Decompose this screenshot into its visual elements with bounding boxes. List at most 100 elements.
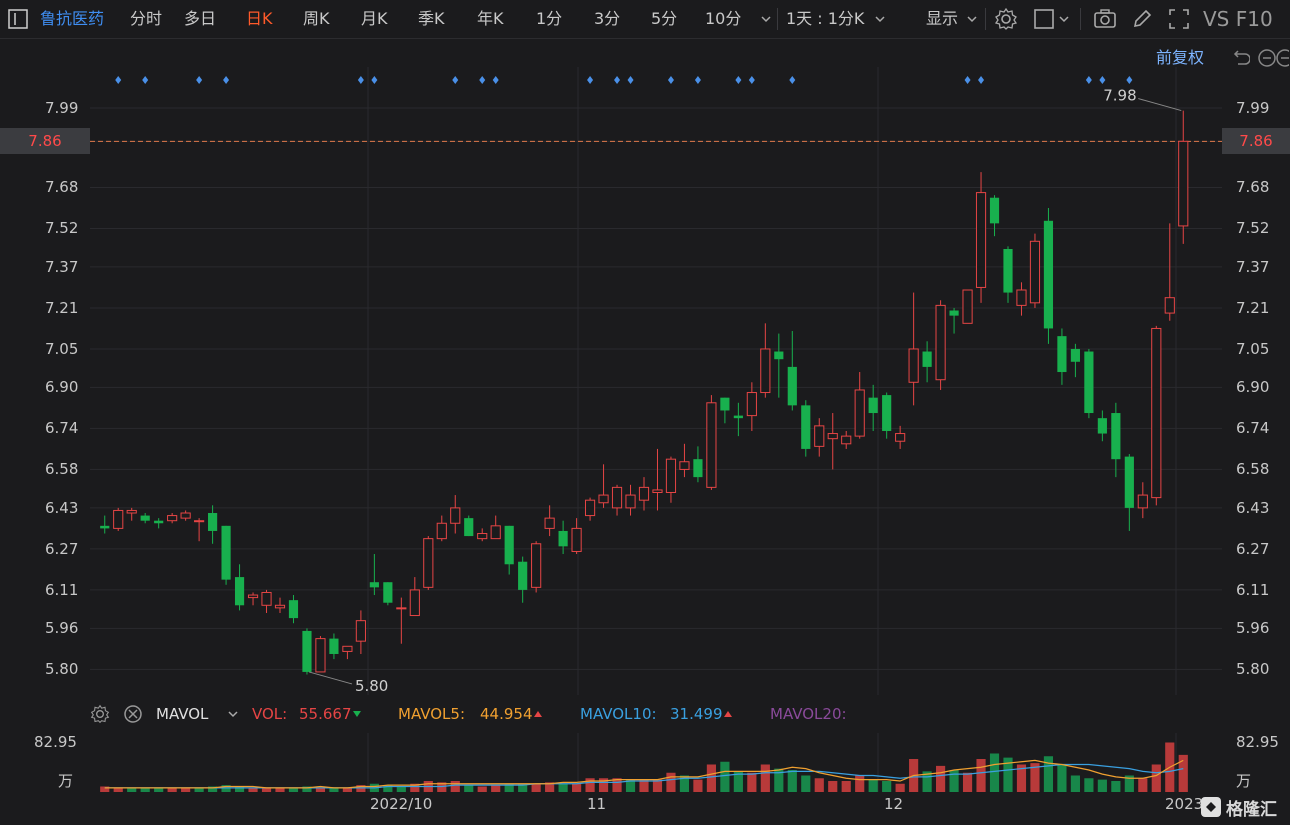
candle-body-up bbox=[342, 645, 353, 652]
candle-body-up bbox=[180, 512, 191, 519]
signal-diamond bbox=[371, 76, 378, 84]
brand-logo-icon bbox=[1201, 797, 1221, 817]
price-tick-label: 6.90 bbox=[45, 378, 79, 397]
tab-intraday[interactable]: 分时 bbox=[130, 9, 163, 28]
candle-body-up bbox=[827, 433, 838, 440]
tab-10min[interactable]: 10分 bbox=[705, 9, 742, 28]
gear-icon[interactable] bbox=[90, 696, 110, 732]
camera-icon[interactable] bbox=[1093, 0, 1117, 38]
candle-body-up bbox=[544, 517, 555, 529]
top-toolbar: 鲁抗医药 分时 多日 日K 周K 月K 季K 年K 1分 3分 5分 10分 1… bbox=[0, 0, 1290, 39]
price-tick-label: 7.21 bbox=[45, 298, 79, 317]
layout-icon[interactable] bbox=[1033, 0, 1055, 38]
tab-quarterly-k[interactable]: 季K bbox=[418, 9, 445, 28]
multi-period-selector[interactable]: 1天 : 1分K bbox=[786, 9, 865, 28]
candlestick-plot[interactable]: 7.98 5.80 bbox=[90, 67, 1222, 695]
arrow-up-icon bbox=[533, 696, 543, 732]
volume-unit-left: 万 bbox=[58, 772, 74, 790]
price-tick-label: 7.52 bbox=[1236, 219, 1270, 238]
signal-diamond bbox=[667, 76, 674, 84]
candle-body-down bbox=[154, 520, 164, 524]
pencil-icon[interactable] bbox=[1131, 0, 1153, 38]
indicator-name[interactable]: MAVOL bbox=[156, 705, 209, 723]
toolbar-divider bbox=[1080, 8, 1081, 30]
signal-diamond bbox=[587, 76, 594, 84]
tab-yearly-k[interactable]: 年K bbox=[477, 9, 504, 28]
volume-bar bbox=[261, 787, 272, 792]
volume-bar bbox=[787, 770, 797, 792]
fullscreen-icon[interactable] bbox=[1167, 0, 1191, 38]
tab-daily-k[interactable]: 日K bbox=[246, 9, 273, 28]
toolbar-divider bbox=[777, 8, 778, 30]
chevron-down-icon[interactable] bbox=[760, 0, 772, 38]
display-menu[interactable]: 显示 bbox=[926, 9, 959, 28]
candle-body-down bbox=[558, 530, 568, 547]
zoom-in-icon[interactable] bbox=[1275, 46, 1289, 70]
volume-bar bbox=[1111, 781, 1121, 792]
close-icon[interactable] bbox=[123, 696, 143, 732]
x-label-2023: 2023 bbox=[1165, 795, 1204, 813]
price-tick-label: 6.43 bbox=[1236, 498, 1270, 517]
arrow-down-icon bbox=[352, 696, 362, 732]
volume-bar bbox=[275, 787, 285, 792]
candle-body-up bbox=[450, 507, 461, 524]
candle-body-up bbox=[423, 538, 434, 588]
tab-3min[interactable]: 3分 bbox=[594, 9, 621, 28]
candle-body-down bbox=[140, 515, 150, 521]
volume-bar bbox=[625, 779, 636, 792]
candle-body-up bbox=[167, 515, 178, 522]
chevron-down-icon[interactable] bbox=[966, 0, 978, 38]
vs-f10-button[interactable]: VS F10 bbox=[1203, 7, 1273, 31]
volume-plot[interactable] bbox=[90, 733, 1222, 792]
signal-diamond bbox=[1099, 76, 1106, 84]
volume-bar bbox=[518, 783, 528, 792]
low-price-label: 5.80 bbox=[355, 677, 388, 695]
mavol20-label: MAVOL20: bbox=[770, 705, 847, 723]
chevron-down-icon[interactable] bbox=[1058, 0, 1070, 38]
candle-body-up bbox=[935, 304, 946, 381]
tab-5min[interactable]: 5分 bbox=[651, 9, 678, 28]
tab-monthly-k[interactable]: 月K bbox=[361, 9, 388, 28]
signal-diamond bbox=[789, 76, 796, 84]
adjust-mode-label[interactable]: 前复权 bbox=[1156, 48, 1205, 67]
volume-bar bbox=[437, 782, 447, 792]
candle-body-up bbox=[598, 494, 609, 504]
gear-icon[interactable] bbox=[994, 0, 1018, 38]
signal-diamond bbox=[614, 76, 621, 84]
volume-bar bbox=[976, 759, 986, 792]
price-tick-label: 7.37 bbox=[45, 257, 79, 276]
chevron-down-icon[interactable] bbox=[227, 696, 239, 732]
volume-bar bbox=[598, 778, 609, 792]
candle-body-down bbox=[329, 638, 339, 654]
candle-body-down bbox=[464, 518, 474, 537]
volume-bar bbox=[989, 753, 1000, 792]
volume-bar bbox=[1043, 756, 1054, 792]
volume-bar bbox=[922, 771, 932, 792]
tab-multi-day[interactable]: 多日 bbox=[184, 9, 217, 28]
price-tick-label: 7.99 bbox=[1236, 99, 1270, 117]
chevron-down-icon[interactable] bbox=[874, 0, 886, 38]
candle-body-up bbox=[625, 494, 636, 509]
panel-toggle-icon[interactable] bbox=[8, 0, 28, 38]
x-label-nov: 11 bbox=[587, 795, 607, 813]
volume-bar bbox=[666, 772, 676, 792]
price-tick-label: 6.58 bbox=[1236, 460, 1270, 479]
volume-bar bbox=[612, 778, 622, 792]
candle-body-up bbox=[126, 509, 137, 514]
low-leader bbox=[308, 671, 353, 685]
volume-bar bbox=[140, 787, 150, 792]
candle-body-up bbox=[854, 389, 865, 437]
tab-1min[interactable]: 1分 bbox=[536, 9, 563, 28]
candle-body-down bbox=[208, 513, 218, 531]
zoom-out-icon[interactable] bbox=[1257, 46, 1277, 70]
mavol10-label: MAVOL10: bbox=[580, 705, 657, 723]
signal-diamond bbox=[978, 76, 985, 84]
volume-max-right: 82.95 bbox=[1236, 733, 1279, 751]
candle-body-up bbox=[531, 543, 542, 588]
stock-name[interactable]: 鲁抗医药 bbox=[40, 9, 105, 28]
undo-icon[interactable] bbox=[1230, 46, 1250, 70]
price-tick-label: 7.68 bbox=[45, 178, 79, 197]
tab-weekly-k[interactable]: 周K bbox=[303, 9, 330, 28]
signal-diamond bbox=[479, 76, 486, 84]
candle-body-up bbox=[895, 433, 906, 442]
